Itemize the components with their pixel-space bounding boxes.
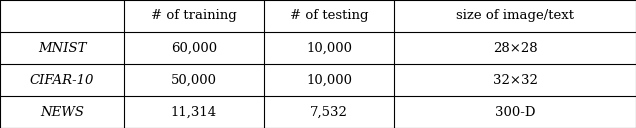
Text: # of testing: # of testing xyxy=(290,9,368,23)
Text: 28×28: 28×28 xyxy=(493,41,537,55)
Text: 10,000: 10,000 xyxy=(306,41,352,55)
Text: 32×32: 32×32 xyxy=(493,73,537,87)
Text: 50,000: 50,000 xyxy=(171,73,217,87)
Text: 60,000: 60,000 xyxy=(171,41,217,55)
Text: MNIST: MNIST xyxy=(38,41,86,55)
Text: 10,000: 10,000 xyxy=(306,73,352,87)
Text: # of training: # of training xyxy=(151,9,237,23)
Text: CIFAR-10: CIFAR-10 xyxy=(30,73,94,87)
Text: 300-D: 300-D xyxy=(495,105,536,119)
Text: 7,532: 7,532 xyxy=(310,105,348,119)
Text: size of image/text: size of image/text xyxy=(456,9,574,23)
Text: 11,314: 11,314 xyxy=(171,105,217,119)
Text: NEWS: NEWS xyxy=(40,105,84,119)
